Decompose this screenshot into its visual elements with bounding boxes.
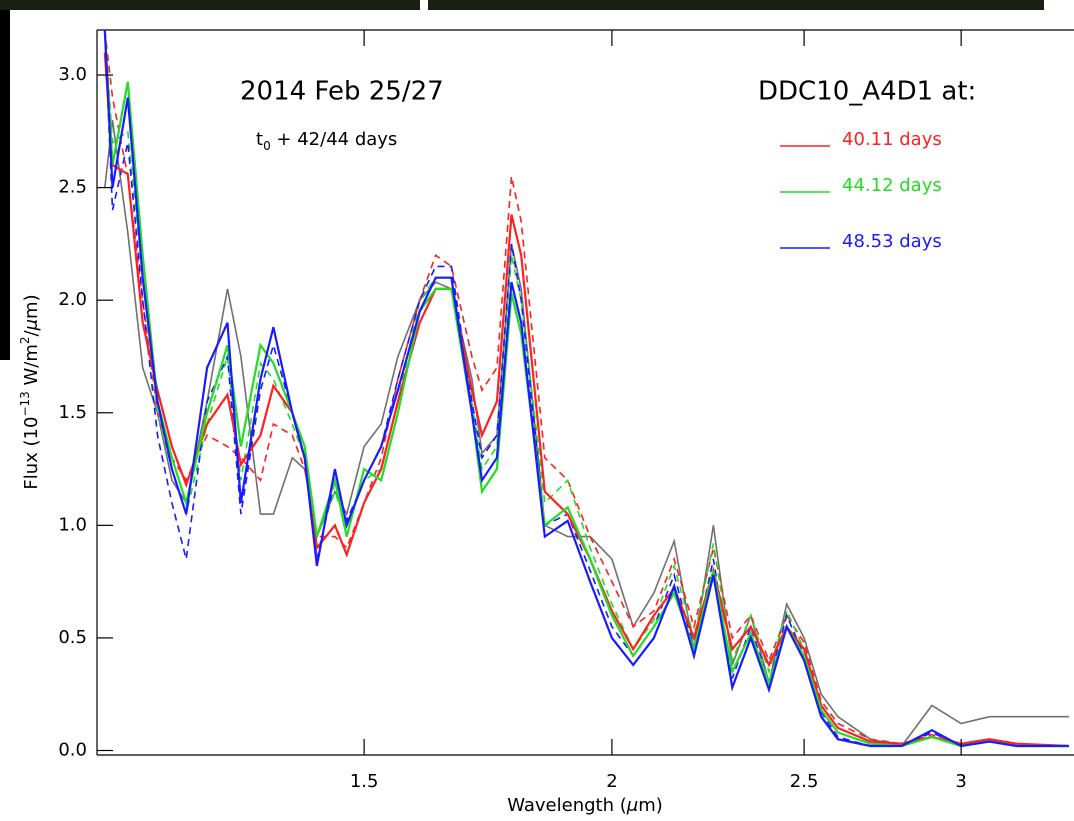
- model-line: [103, 52, 1069, 748]
- y-tick-label: 0.5: [58, 627, 87, 648]
- legend-label: 44.12 days: [842, 175, 942, 196]
- y-tick-label: 2.0: [58, 289, 87, 310]
- legend-title: DDC10_A4D1 at:: [758, 77, 976, 107]
- x-axis-label: Wavelength (μm): [507, 795, 663, 816]
- left-strip: [0, 10, 10, 360]
- legend-label: 48.53 days: [842, 231, 942, 252]
- label-part: Flux (10: [21, 417, 42, 490]
- y-axis-label: Flux (10−13 W/m2/μm): [18, 294, 43, 489]
- label-part: m): [638, 795, 663, 816]
- label-sup: 2: [18, 336, 32, 344]
- annotation-part: t: [256, 129, 263, 150]
- y-tick-label: 3.0: [58, 64, 87, 85]
- y-tick-label: 2.5: [58, 177, 87, 198]
- model-line: [103, 30, 1069, 748]
- legend-label: 40.11 days: [842, 129, 942, 150]
- chart-title: 2014 Feb 25/27: [240, 77, 444, 107]
- top-strip: [428, 0, 1044, 10]
- label-part: /: [21, 329, 42, 336]
- y-tick-label: 1.5: [58, 402, 87, 423]
- x-tick-label: 2: [606, 771, 617, 792]
- top-strip: [0, 0, 420, 10]
- label-part: Wavelength (: [507, 795, 627, 816]
- label-part: W/m: [21, 344, 42, 391]
- y-tick-label: 1.0: [58, 514, 87, 535]
- x-tick-label: 2.5: [790, 771, 819, 792]
- label-sup: −13: [18, 391, 32, 416]
- y-tick-label: 0.0: [58, 739, 87, 760]
- x-tick-label: 3: [955, 771, 966, 792]
- annotation-sub: 0: [263, 139, 271, 153]
- annotation-part: + 42/44 days: [271, 129, 398, 150]
- plot-lines: [103, 30, 1069, 748]
- x-tick-label: 1.5: [350, 771, 379, 792]
- label-part: μ: [626, 795, 638, 816]
- label-part: μ: [21, 319, 42, 331]
- label-part: m): [21, 294, 42, 319]
- annotation: t0 + 42/44 days: [256, 129, 397, 153]
